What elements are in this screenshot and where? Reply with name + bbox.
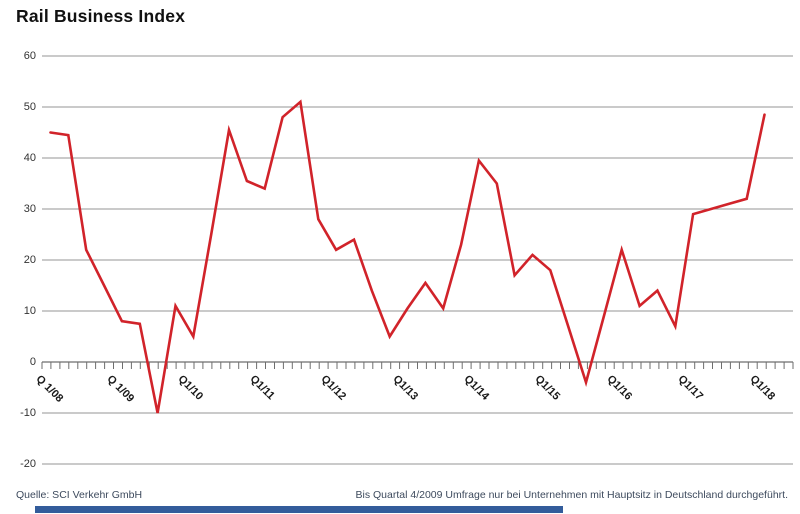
y-axis-tick-label: -20: [20, 457, 36, 470]
chart-plot-area: [41, 55, 794, 465]
survey-note: Bis Quartal 4/2009 Umfrage nur bei Unter…: [355, 489, 788, 501]
y-axis-tick-label: 10: [23, 304, 36, 317]
y-axis-tick-label: 20: [23, 253, 36, 266]
y-axis-tick-label: 40: [23, 151, 36, 164]
y-axis-tick-label: 50: [23, 100, 36, 113]
index-line: [49, 99, 766, 414]
y-axis-tick-label: 60: [23, 49, 36, 62]
rail-business-index-chart: 60 50 40 30 20 10 0 -10 -20 Q 1/08 Q 1/09 Q1/10 Q1/…: [20, 49, 794, 470]
page-title: Rail Business Index: [16, 6, 186, 26]
y-axis-tick-label: -10: [20, 406, 36, 419]
y-axis-tick-label: 30: [23, 202, 36, 215]
source-note: Quelle: SCI Verkehr GmbH: [16, 489, 143, 501]
bottom-bar: [35, 506, 563, 513]
y-axis-tick-label: 0: [29, 355, 36, 368]
